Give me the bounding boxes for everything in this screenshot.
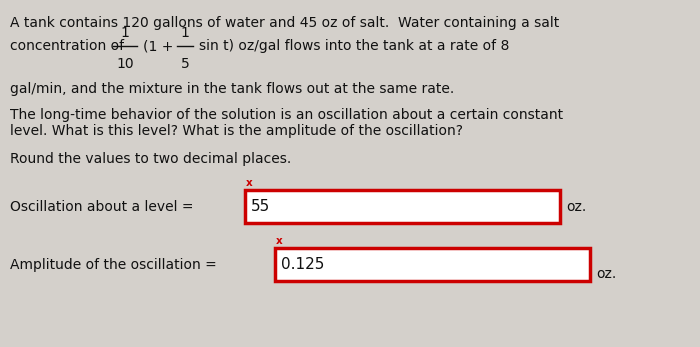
- Text: gal/min, and the mixture in the tank flows out at the same rate.: gal/min, and the mixture in the tank flo…: [10, 82, 454, 96]
- Text: The long-time behavior of the solution is an oscillation about a certain constan: The long-time behavior of the solution i…: [10, 108, 563, 122]
- Text: concentration of: concentration of: [10, 39, 129, 53]
- Text: Round the values to two decimal places.: Round the values to two decimal places.: [10, 152, 291, 166]
- Text: 1: 1: [120, 26, 130, 40]
- Text: x: x: [276, 236, 283, 246]
- Text: x: x: [246, 178, 253, 188]
- Text: Amplitude of the oscillation =: Amplitude of the oscillation =: [10, 257, 217, 271]
- Text: 55: 55: [251, 199, 270, 214]
- Text: oz.: oz.: [596, 267, 616, 281]
- Text: sin t) oz/gal flows into the tank at a rate of 8: sin t) oz/gal flows into the tank at a r…: [199, 39, 510, 53]
- Text: 1: 1: [181, 26, 190, 40]
- Text: A tank contains 120 gallons of water and 45 oz of salt.  Water containing a salt: A tank contains 120 gallons of water and…: [10, 16, 559, 30]
- Text: 0.125: 0.125: [281, 257, 324, 272]
- Text: (1 +: (1 +: [143, 39, 178, 53]
- Text: 10: 10: [116, 57, 134, 71]
- FancyBboxPatch shape: [275, 248, 590, 281]
- Text: Oscillation about a level =: Oscillation about a level =: [10, 200, 193, 213]
- FancyBboxPatch shape: [245, 190, 560, 223]
- Text: oz.: oz.: [566, 200, 587, 213]
- Text: 5: 5: [181, 57, 190, 71]
- Text: level. What is this level? What is the amplitude of the oscillation?: level. What is this level? What is the a…: [10, 124, 463, 138]
